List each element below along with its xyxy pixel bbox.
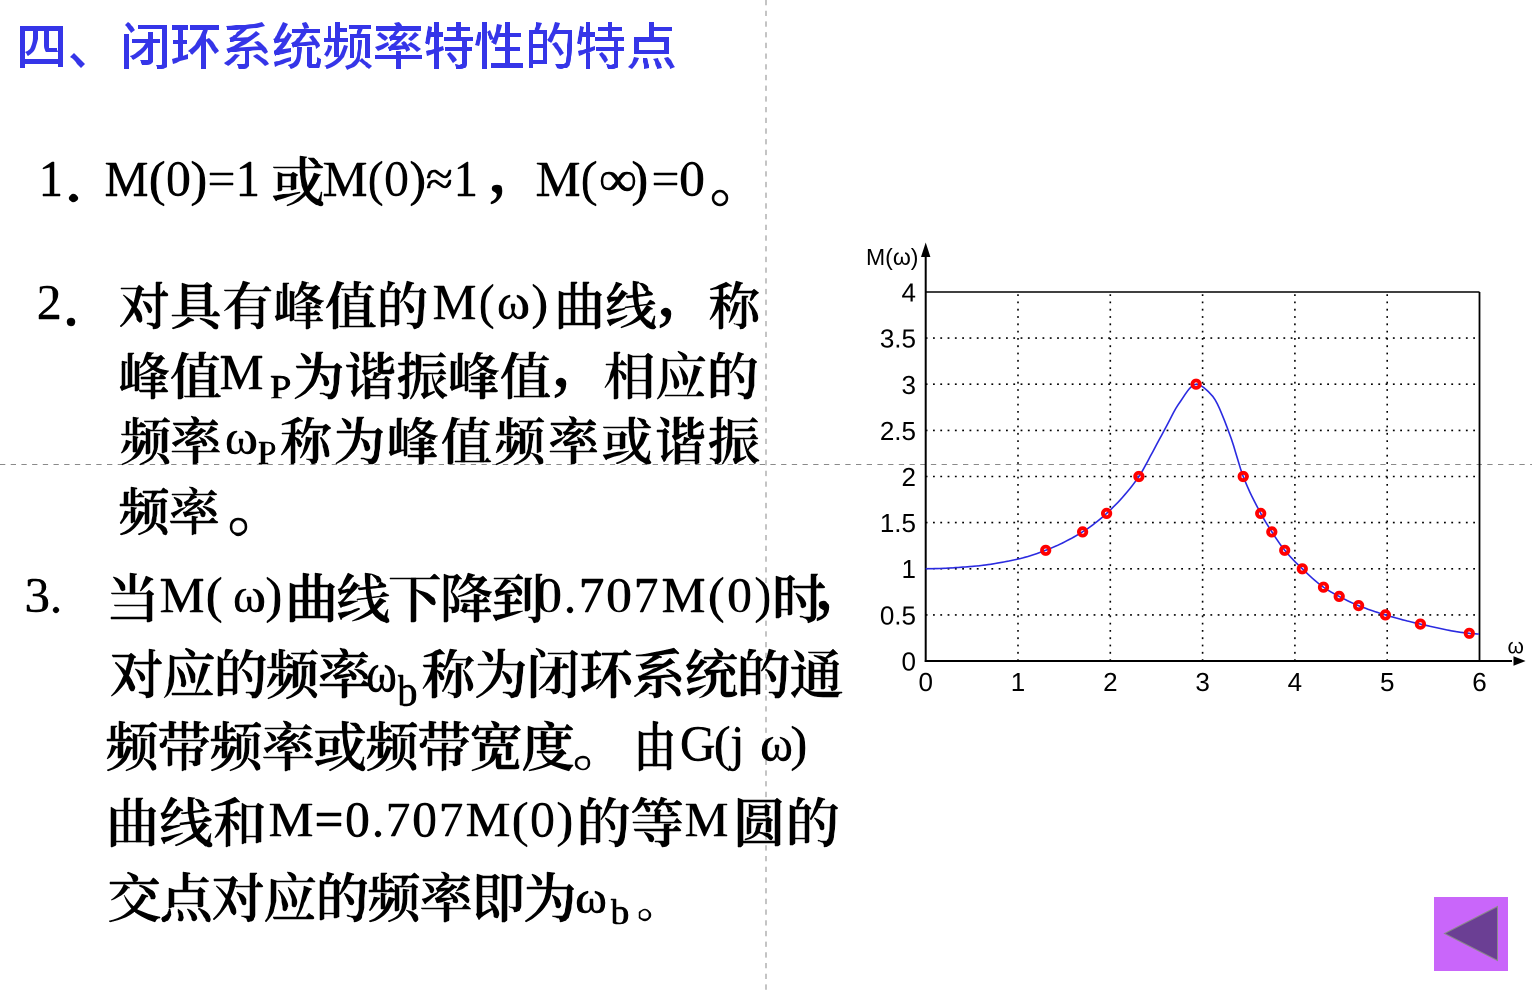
svg-text:1.5: 1.5 [880, 508, 916, 538]
svg-text:0.5: 0.5 [880, 600, 916, 630]
svg-text:2: 2 [1103, 667, 1117, 697]
svg-text:ω: ω [1508, 636, 1524, 659]
svg-text:M(ω): M(ω) [866, 244, 918, 270]
svg-text:1: 1 [902, 554, 916, 584]
svg-text:1: 1 [1011, 667, 1025, 697]
svg-text:4: 4 [1288, 667, 1302, 697]
svg-text:3: 3 [902, 370, 916, 400]
svg-text:3: 3 [1195, 667, 1209, 697]
svg-text:6: 6 [1472, 667, 1486, 697]
svg-text:2.5: 2.5 [880, 416, 916, 446]
svg-text:2: 2 [902, 462, 916, 492]
svg-text:4: 4 [902, 278, 916, 308]
svg-text:5: 5 [1380, 667, 1394, 697]
svg-text:3.5: 3.5 [880, 324, 916, 354]
svg-text:0: 0 [902, 647, 916, 677]
svg-text:0: 0 [918, 667, 932, 697]
